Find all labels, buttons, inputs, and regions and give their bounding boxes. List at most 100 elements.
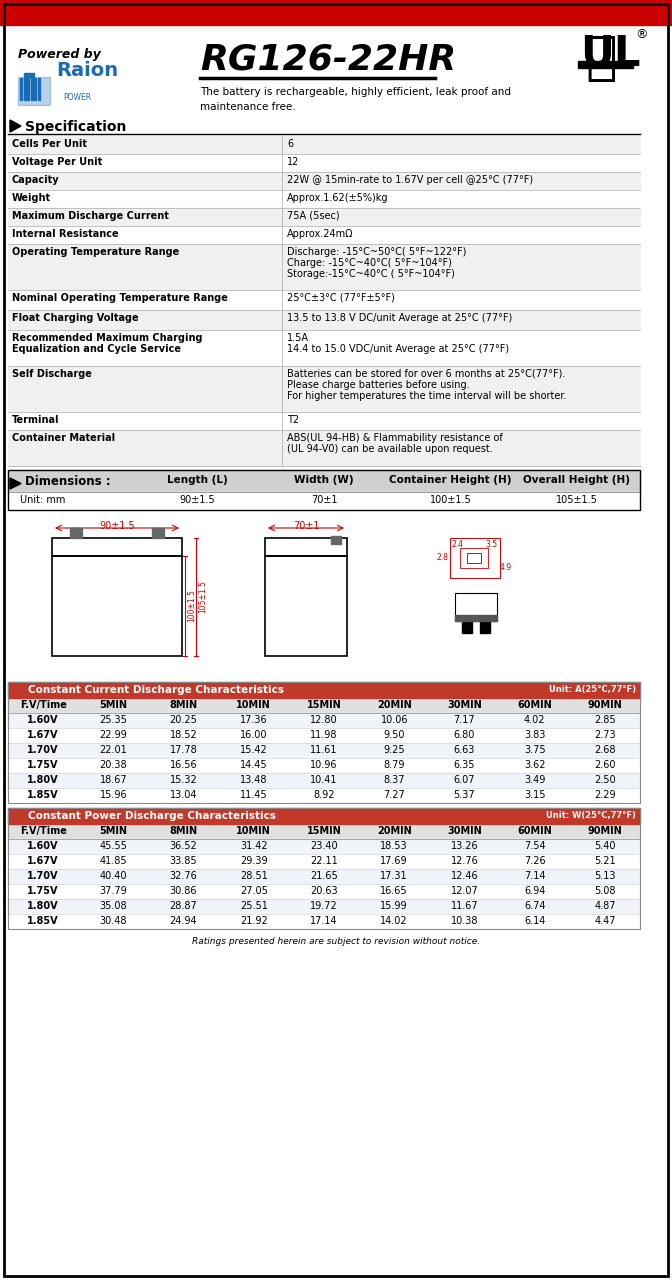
Text: 32.76: 32.76 [170,870,198,881]
Text: 105±1.5: 105±1.5 [556,495,597,506]
Text: 28.87: 28.87 [170,901,198,911]
Text: 2.50: 2.50 [594,774,616,785]
Bar [24,78,26,100]
Text: 3.62: 3.62 [524,760,546,771]
Text: 21.92: 21.92 [240,916,267,925]
Text: 16.00: 16.00 [240,730,267,740]
Text: 1.70V: 1.70V [28,745,59,755]
Text: 29.39: 29.39 [240,856,267,867]
Text: 8MIN: 8MIN [169,700,198,710]
Text: 14.4 to 15.0 VDC/unit Average at 25°C (77°F): 14.4 to 15.0 VDC/unit Average at 25°C (7… [287,344,509,355]
Bar [467,553,481,563]
Bar [18,77,50,105]
Text: 19.72: 19.72 [310,901,338,911]
Text: Approx.24mΩ: Approx.24mΩ [287,229,353,239]
Text: 2.60: 2.60 [594,760,616,771]
Text: Maximum Discharge Current: Maximum Discharge Current [12,211,169,221]
Bar [8,838,640,854]
Text: 10.06: 10.06 [380,716,408,724]
Text: 22.11: 22.11 [310,856,338,867]
Text: F.V/Time: F.V/Time [19,826,67,836]
Text: Terminal: Terminal [12,415,60,425]
Text: 15.99: 15.99 [380,901,408,911]
Text: Recommended Maximum Charging: Recommended Maximum Charging [12,333,202,343]
Bar [8,366,640,412]
Text: 36.52: 36.52 [170,841,198,851]
Text: 13.26: 13.26 [451,841,478,851]
Bar [8,136,640,154]
Text: 7.14: 7.14 [524,870,546,881]
Bar [8,172,640,189]
Text: 27.05: 27.05 [240,886,267,896]
Text: 17.31: 17.31 [380,870,408,881]
Text: 20.38: 20.38 [99,760,127,771]
Text: Operating Temperature Range: Operating Temperature Range [12,247,179,257]
Text: 1.60V: 1.60V [28,841,59,851]
Text: RG126-22HR: RG126-22HR [200,42,456,76]
Text: 3.75: 3.75 [524,745,546,755]
Bar [8,884,640,899]
Bar [8,854,640,869]
Text: 18.67: 18.67 [99,774,127,785]
Text: 28.51: 28.51 [240,870,267,881]
Text: Constant Current Discharge Characteristics: Constant Current Discharge Characteristi… [28,685,284,695]
Text: 70±1: 70±1 [293,521,319,531]
Text: 7.26: 7.26 [524,856,546,867]
Text: 100±1.5: 100±1.5 [187,590,196,622]
Bar [24,73,34,77]
Text: 13.48: 13.48 [240,774,267,785]
Text: 8.79: 8.79 [384,760,405,771]
Text: 14.02: 14.02 [380,916,408,925]
Text: 7.27: 7.27 [383,790,405,800]
Text: 60MIN: 60MIN [517,826,552,836]
Text: 5.21: 5.21 [594,856,616,867]
Bar [8,808,640,824]
Bar [265,556,347,655]
Text: 12.80: 12.80 [310,716,338,724]
Text: 4.02: 4.02 [524,716,546,724]
Bar [8,742,640,758]
Text: 12.07: 12.07 [450,886,478,896]
Text: 22W @ 15min-rate to 1.67V per cell @25°C (77°F): 22W @ 15min-rate to 1.67V per cell @25°C… [287,175,534,186]
Text: Width (W): Width (W) [294,475,354,485]
Bar [8,824,640,838]
Text: 30.86: 30.86 [170,886,198,896]
Text: 3.49: 3.49 [524,774,546,785]
Text: Specification: Specification [25,120,126,134]
Bar [8,430,640,466]
Text: 1.60V: 1.60V [28,716,59,724]
Text: 90MIN: 90MIN [587,700,622,710]
Text: 5.13: 5.13 [594,870,616,881]
Text: 6.07: 6.07 [454,774,475,785]
Bar [8,207,640,227]
Bar [0,0,672,26]
Text: Ratings presented herein are subject to revision without notice.: Ratings presented herein are subject to … [192,937,480,946]
Bar [8,682,640,698]
Text: Approx.1.62(±5%)kg: Approx.1.62(±5%)kg [287,193,388,204]
Text: Storage:-15°C~40°C ( 5°F~104°F): Storage:-15°C~40°C ( 5°F~104°F) [287,269,455,279]
Text: 2.29: 2.29 [594,790,616,800]
Text: For higher temperatures the time interval will be shorter.: For higher temperatures the time interva… [287,390,566,401]
Bar [8,758,640,773]
Text: Powered by: Powered by [18,47,101,61]
Bar [8,189,640,207]
Text: ®: ® [635,28,648,41]
Bar [8,244,640,291]
Text: T2: T2 [287,415,299,425]
Text: 75A (5sec): 75A (5sec) [287,211,340,221]
Text: 5.08: 5.08 [594,886,616,896]
Text: 21.65: 21.65 [310,870,338,881]
Text: 5MIN: 5MIN [99,700,127,710]
Bar [8,869,640,884]
Text: Constant Power Discharge Characteristics: Constant Power Discharge Characteristics [28,812,276,820]
Text: 6: 6 [287,140,294,148]
Text: Batteries can be stored for over 6 months at 25°C(77°F).: Batteries can be stored for over 6 month… [287,369,566,379]
Text: 9.25: 9.25 [384,745,405,755]
Text: 20.25: 20.25 [169,716,198,724]
Bar [578,61,633,68]
Text: 30MIN: 30MIN [447,700,482,710]
Text: 1.75V: 1.75V [28,760,59,771]
Text: 17.78: 17.78 [170,745,198,755]
Text: Charge: -15°C~40°C( 5°F~104°F): Charge: -15°C~40°C( 5°F~104°F) [287,259,452,268]
Text: 11.45: 11.45 [240,790,267,800]
